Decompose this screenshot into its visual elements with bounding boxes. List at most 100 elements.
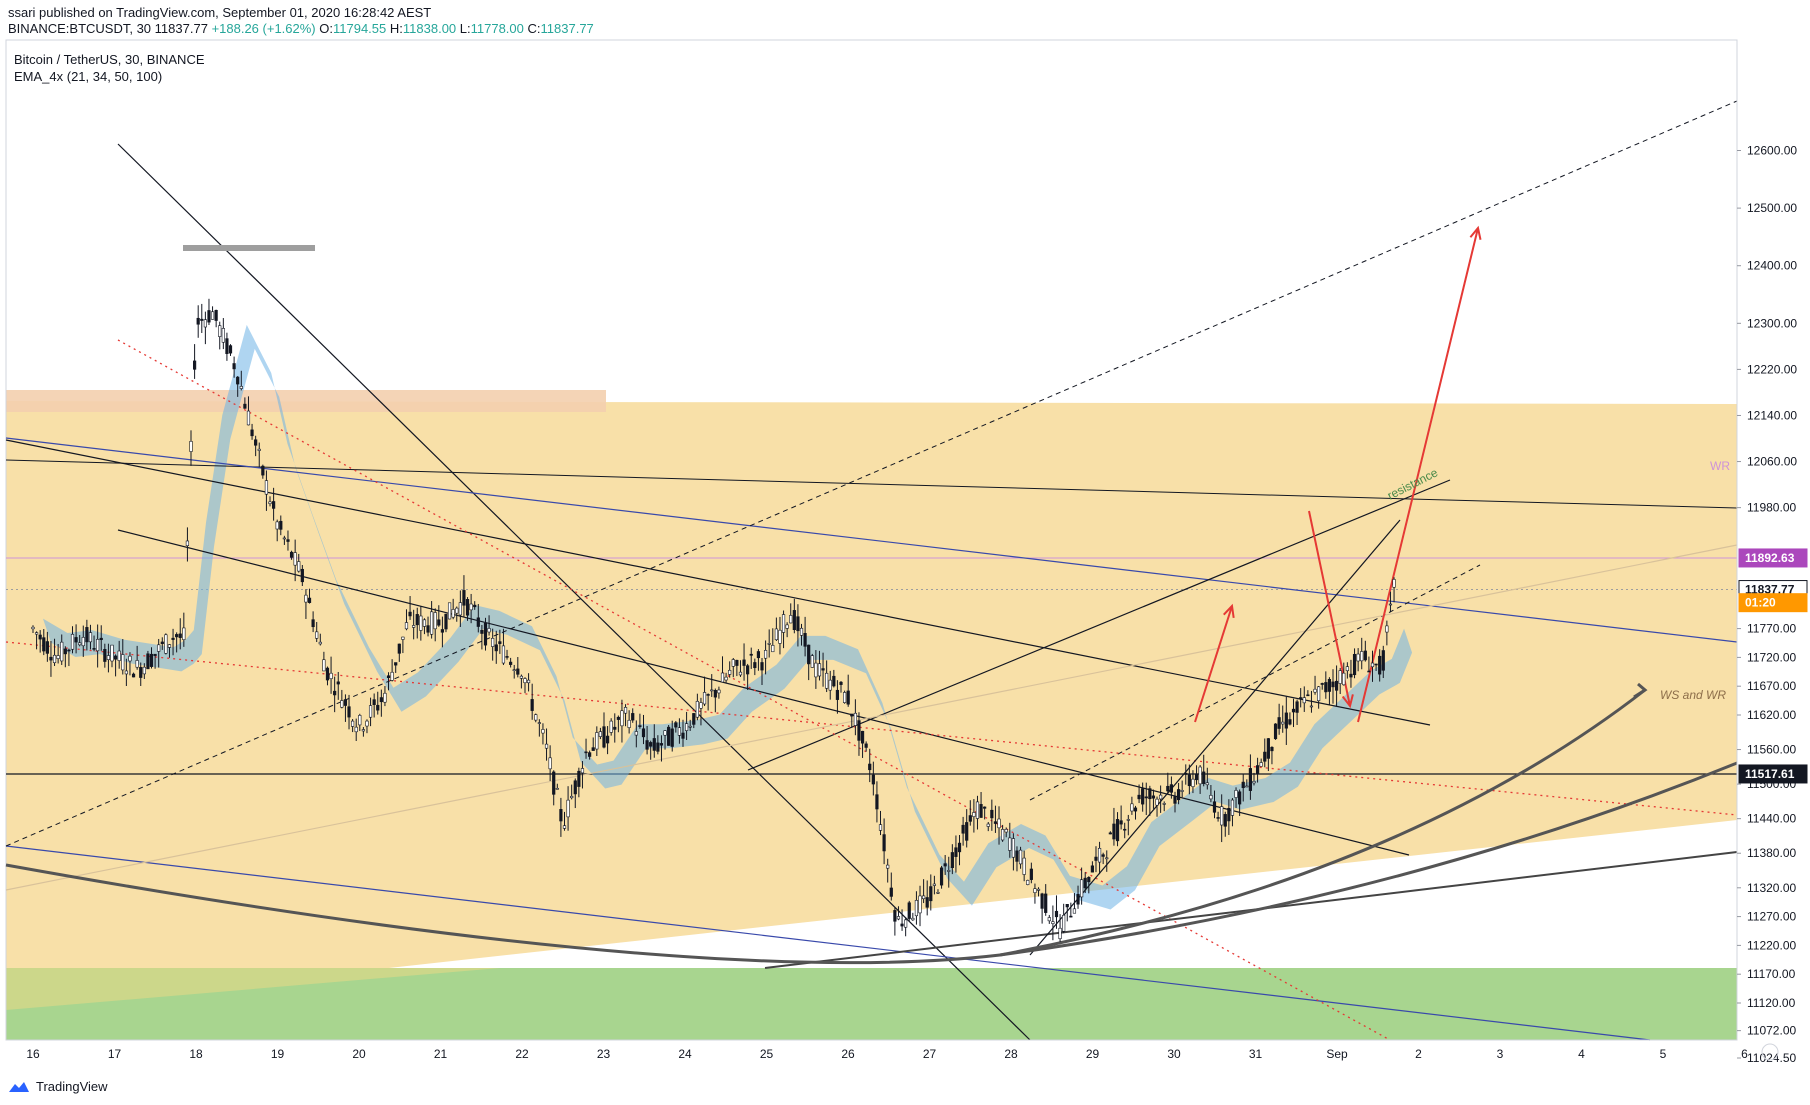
candle-body <box>925 897 929 908</box>
candle-body <box>34 632 39 635</box>
candle-body <box>1008 837 1012 851</box>
candle-body <box>1223 814 1227 827</box>
x-tick-label: Sep <box>1326 1047 1348 1061</box>
candle-body <box>875 794 879 810</box>
low-value: 11778.00 <box>470 21 524 36</box>
auto-scale-icon[interactable] <box>1761 1043 1779 1061</box>
candle-body <box>1159 794 1163 800</box>
candle-body <box>368 705 373 718</box>
candle-body <box>1259 762 1263 767</box>
candle-body <box>1133 807 1138 812</box>
candle-body <box>534 714 538 721</box>
candle-body <box>1036 888 1041 891</box>
candle-body <box>1004 829 1008 833</box>
candle-body <box>160 641 164 645</box>
candle-body <box>293 552 297 566</box>
candle-body <box>825 672 829 689</box>
y-tick-label: 11670.00 <box>1747 679 1796 693</box>
candle-body <box>609 720 613 733</box>
candle-body <box>814 662 818 678</box>
candle-body <box>254 439 258 446</box>
candle-body <box>796 616 800 632</box>
candle-body <box>1022 857 1026 875</box>
candle-body <box>390 671 394 681</box>
candle-body <box>1058 927 1062 940</box>
x-tick-label: 24 <box>678 1047 692 1061</box>
candle-body <box>307 597 312 603</box>
candle-body <box>979 804 983 818</box>
candle-body <box>1216 817 1220 819</box>
trendline-4 <box>5 459 1738 509</box>
candle-body <box>1026 880 1030 885</box>
candle-body <box>1141 788 1145 805</box>
candle-body <box>620 710 624 727</box>
candle-body <box>74 637 78 643</box>
candle-body <box>645 740 649 750</box>
candle-body <box>1356 653 1360 662</box>
candle-body <box>659 743 664 746</box>
candle-body <box>465 599 470 616</box>
candle-body <box>570 795 574 799</box>
candle-body <box>871 774 875 785</box>
curved-arrow-head <box>1633 682 1648 699</box>
candle-body <box>713 690 717 698</box>
x-tick-label: 30 <box>1167 1047 1181 1061</box>
x-tick-label: 6 <box>1741 1047 1748 1061</box>
candle-body <box>1306 694 1310 697</box>
candle-body <box>1166 785 1170 792</box>
candle-body <box>943 863 947 867</box>
candle-body <box>835 689 840 700</box>
candle-body <box>649 742 653 747</box>
candle-body <box>947 870 951 872</box>
candle-body <box>667 726 671 746</box>
symbol-quote-line: BINANCE:BTCUSDT, 30 11837.77 +188.26 (+1… <box>8 20 594 38</box>
candle-body <box>1040 893 1044 909</box>
y-tick-label: 11720.00 <box>1747 650 1796 664</box>
y-tick-label: 12300.00 <box>1747 316 1797 330</box>
candle-body <box>674 722 678 728</box>
candle-body <box>1270 746 1274 752</box>
curved-support-bottom <box>5 761 1738 965</box>
tradingview-logo[interactable]: TradingView <box>8 1079 108 1094</box>
x-tick-label: 25 <box>760 1047 774 1061</box>
candle-body <box>1360 651 1364 662</box>
candle-body <box>598 731 603 737</box>
candle-body <box>918 895 922 914</box>
x-tick-label: 17 <box>108 1047 122 1061</box>
candle-body <box>954 847 958 857</box>
candle-body <box>843 692 847 703</box>
candle-body <box>555 787 559 790</box>
dashed-channel-top <box>5 100 1738 847</box>
candle-body <box>1072 908 1077 914</box>
candle-body <box>1205 782 1209 786</box>
candle-body <box>121 654 125 671</box>
candle-body <box>763 650 768 659</box>
candle-body <box>746 665 750 675</box>
candle-body <box>203 319 207 328</box>
candle-body <box>1388 603 1393 606</box>
y-tick-label: 11440.00 <box>1747 812 1796 826</box>
chart-zones <box>6 390 1737 1040</box>
x-tick-label: 23 <box>597 1047 611 1061</box>
x-tick-label: 31 <box>1249 1047 1263 1061</box>
candle-body <box>351 720 355 727</box>
candle-body <box>487 628 491 633</box>
x-tick-label: 28 <box>1004 1047 1018 1061</box>
candle-body <box>178 633 182 638</box>
candle-body <box>1299 697 1303 699</box>
candle-body <box>358 715 362 726</box>
candle-body <box>677 727 682 736</box>
candle-body <box>422 619 427 627</box>
candle-body <box>702 692 707 705</box>
candle-body <box>1123 828 1127 831</box>
candle-body <box>742 659 746 666</box>
blue-line-top <box>5 437 1738 643</box>
candle-body <box>1331 681 1335 688</box>
candle-body <box>552 771 556 795</box>
candle-body <box>110 644 114 662</box>
candle-body <box>1252 781 1256 784</box>
candle-body <box>1112 823 1116 840</box>
candle-body <box>544 743 549 749</box>
candle-body <box>52 654 57 664</box>
